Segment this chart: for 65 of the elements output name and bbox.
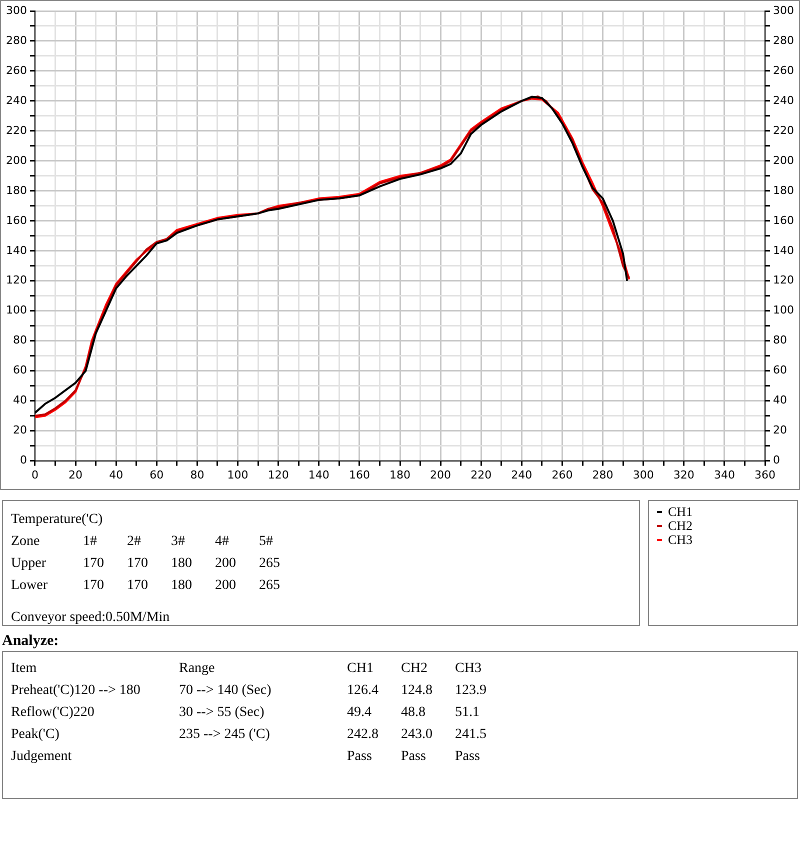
- y2-tick-label: 0: [773, 454, 780, 467]
- text: Preheat('C)120 --> 180 70 --> 140 (Sec) 126.4 124.8 123.9: [11, 683, 486, 698]
- legend-label: CH3: [668, 532, 693, 547]
- x-tick-label: 140: [308, 468, 330, 482]
- y2-tick-label: 260: [773, 64, 794, 77]
- x-tick-label: 340: [714, 468, 735, 482]
- y2-tick-label: 20: [773, 424, 788, 437]
- y2-tick-label: 100: [773, 304, 794, 317]
- y2-tick-label: 240: [773, 94, 794, 107]
- x-tick-label: 200: [430, 468, 452, 482]
- y2-tick-label: 220: [773, 124, 794, 137]
- legend-label: CH1: [668, 504, 693, 519]
- text: Zone 1# 2# 3# 4# 5#: [11, 534, 273, 549]
- y2-tick-label: 60: [773, 364, 788, 377]
- x-tick-label: 0: [31, 468, 38, 482]
- text: Reflow('C)220 30 --> 55 (Sec) 49.4 48.8 51.1: [11, 705, 480, 720]
- text: Item Range CH1 CH2 CH3: [11, 661, 482, 676]
- y2-tick-label: 140: [773, 244, 794, 257]
- legend-label: CH2: [668, 518, 693, 533]
- x-tick-label: 120: [268, 468, 289, 482]
- x-tick-label: 360: [754, 468, 776, 482]
- y2-tick-label: 280: [773, 34, 794, 47]
- y-tick-label: 40: [12, 394, 27, 407]
- x-tick-label: 220: [470, 468, 492, 482]
- y-tick-label: 0: [20, 454, 27, 467]
- y-tick-label: 280: [6, 34, 27, 47]
- x-tick-label: 60: [150, 468, 164, 482]
- y2-tick-label: 180: [773, 184, 794, 197]
- y-tick-label: 120: [6, 274, 27, 287]
- y2-tick-label: 80: [773, 334, 788, 347]
- y-tick-label: 100: [6, 304, 27, 317]
- y2-tick-label: 160: [773, 214, 794, 227]
- x-tick-label: 40: [109, 468, 124, 482]
- y-tick-label: 200: [6, 154, 27, 167]
- y-tick-label: 140: [6, 244, 27, 257]
- text: Conveyor speed:0.50M/Min: [11, 610, 171, 626]
- x-tick-label: 240: [511, 468, 532, 482]
- x-tick-label: 160: [348, 468, 370, 482]
- y-tick-label: 300: [6, 4, 27, 17]
- x-tick-label: 180: [390, 468, 410, 482]
- text: Judgement Pass Pass Pass: [11, 749, 480, 764]
- x-tick-label: 300: [632, 468, 654, 482]
- x-tick-label: 20: [68, 468, 83, 482]
- y-tick-label: 80: [12, 334, 27, 347]
- y2-tick-label: 40: [773, 394, 788, 407]
- x-tick-label: 320: [673, 468, 694, 482]
- y-tick-label: 60: [12, 364, 27, 377]
- y2-tick-label: 200: [773, 154, 794, 167]
- y-tick-label: 160: [6, 214, 27, 227]
- x-tick-label: 260: [552, 468, 573, 482]
- y2-tick-label: 120: [773, 274, 794, 287]
- y2-tick-label: 300: [773, 4, 794, 17]
- y-tick-label: 260: [6, 64, 27, 77]
- y-tick-label: 20: [12, 424, 27, 437]
- y-tick-label: 220: [6, 124, 27, 137]
- y-tick-label: 240: [6, 94, 27, 107]
- text: Peak('C) 235 --> 245 ('C) 242.8 243.0 241.5: [11, 727, 486, 742]
- x-tick-label: 80: [190, 468, 204, 482]
- text: Temperature('C): [11, 512, 104, 528]
- text: Lower 170 170 180 200 265: [11, 578, 280, 593]
- x-tick-label: 280: [592, 468, 614, 482]
- y-tick-label: 180: [6, 184, 27, 197]
- text: Analyze:: [2, 633, 59, 650]
- x-tick-label: 100: [227, 468, 248, 482]
- text: Upper 170 170 180 200 265: [11, 556, 280, 571]
